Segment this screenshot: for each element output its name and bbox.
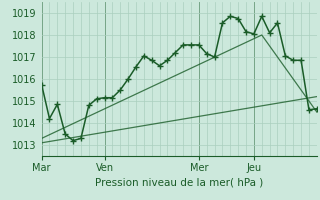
X-axis label: Pression niveau de la mer( hPa ): Pression niveau de la mer( hPa ) [95, 177, 263, 187]
